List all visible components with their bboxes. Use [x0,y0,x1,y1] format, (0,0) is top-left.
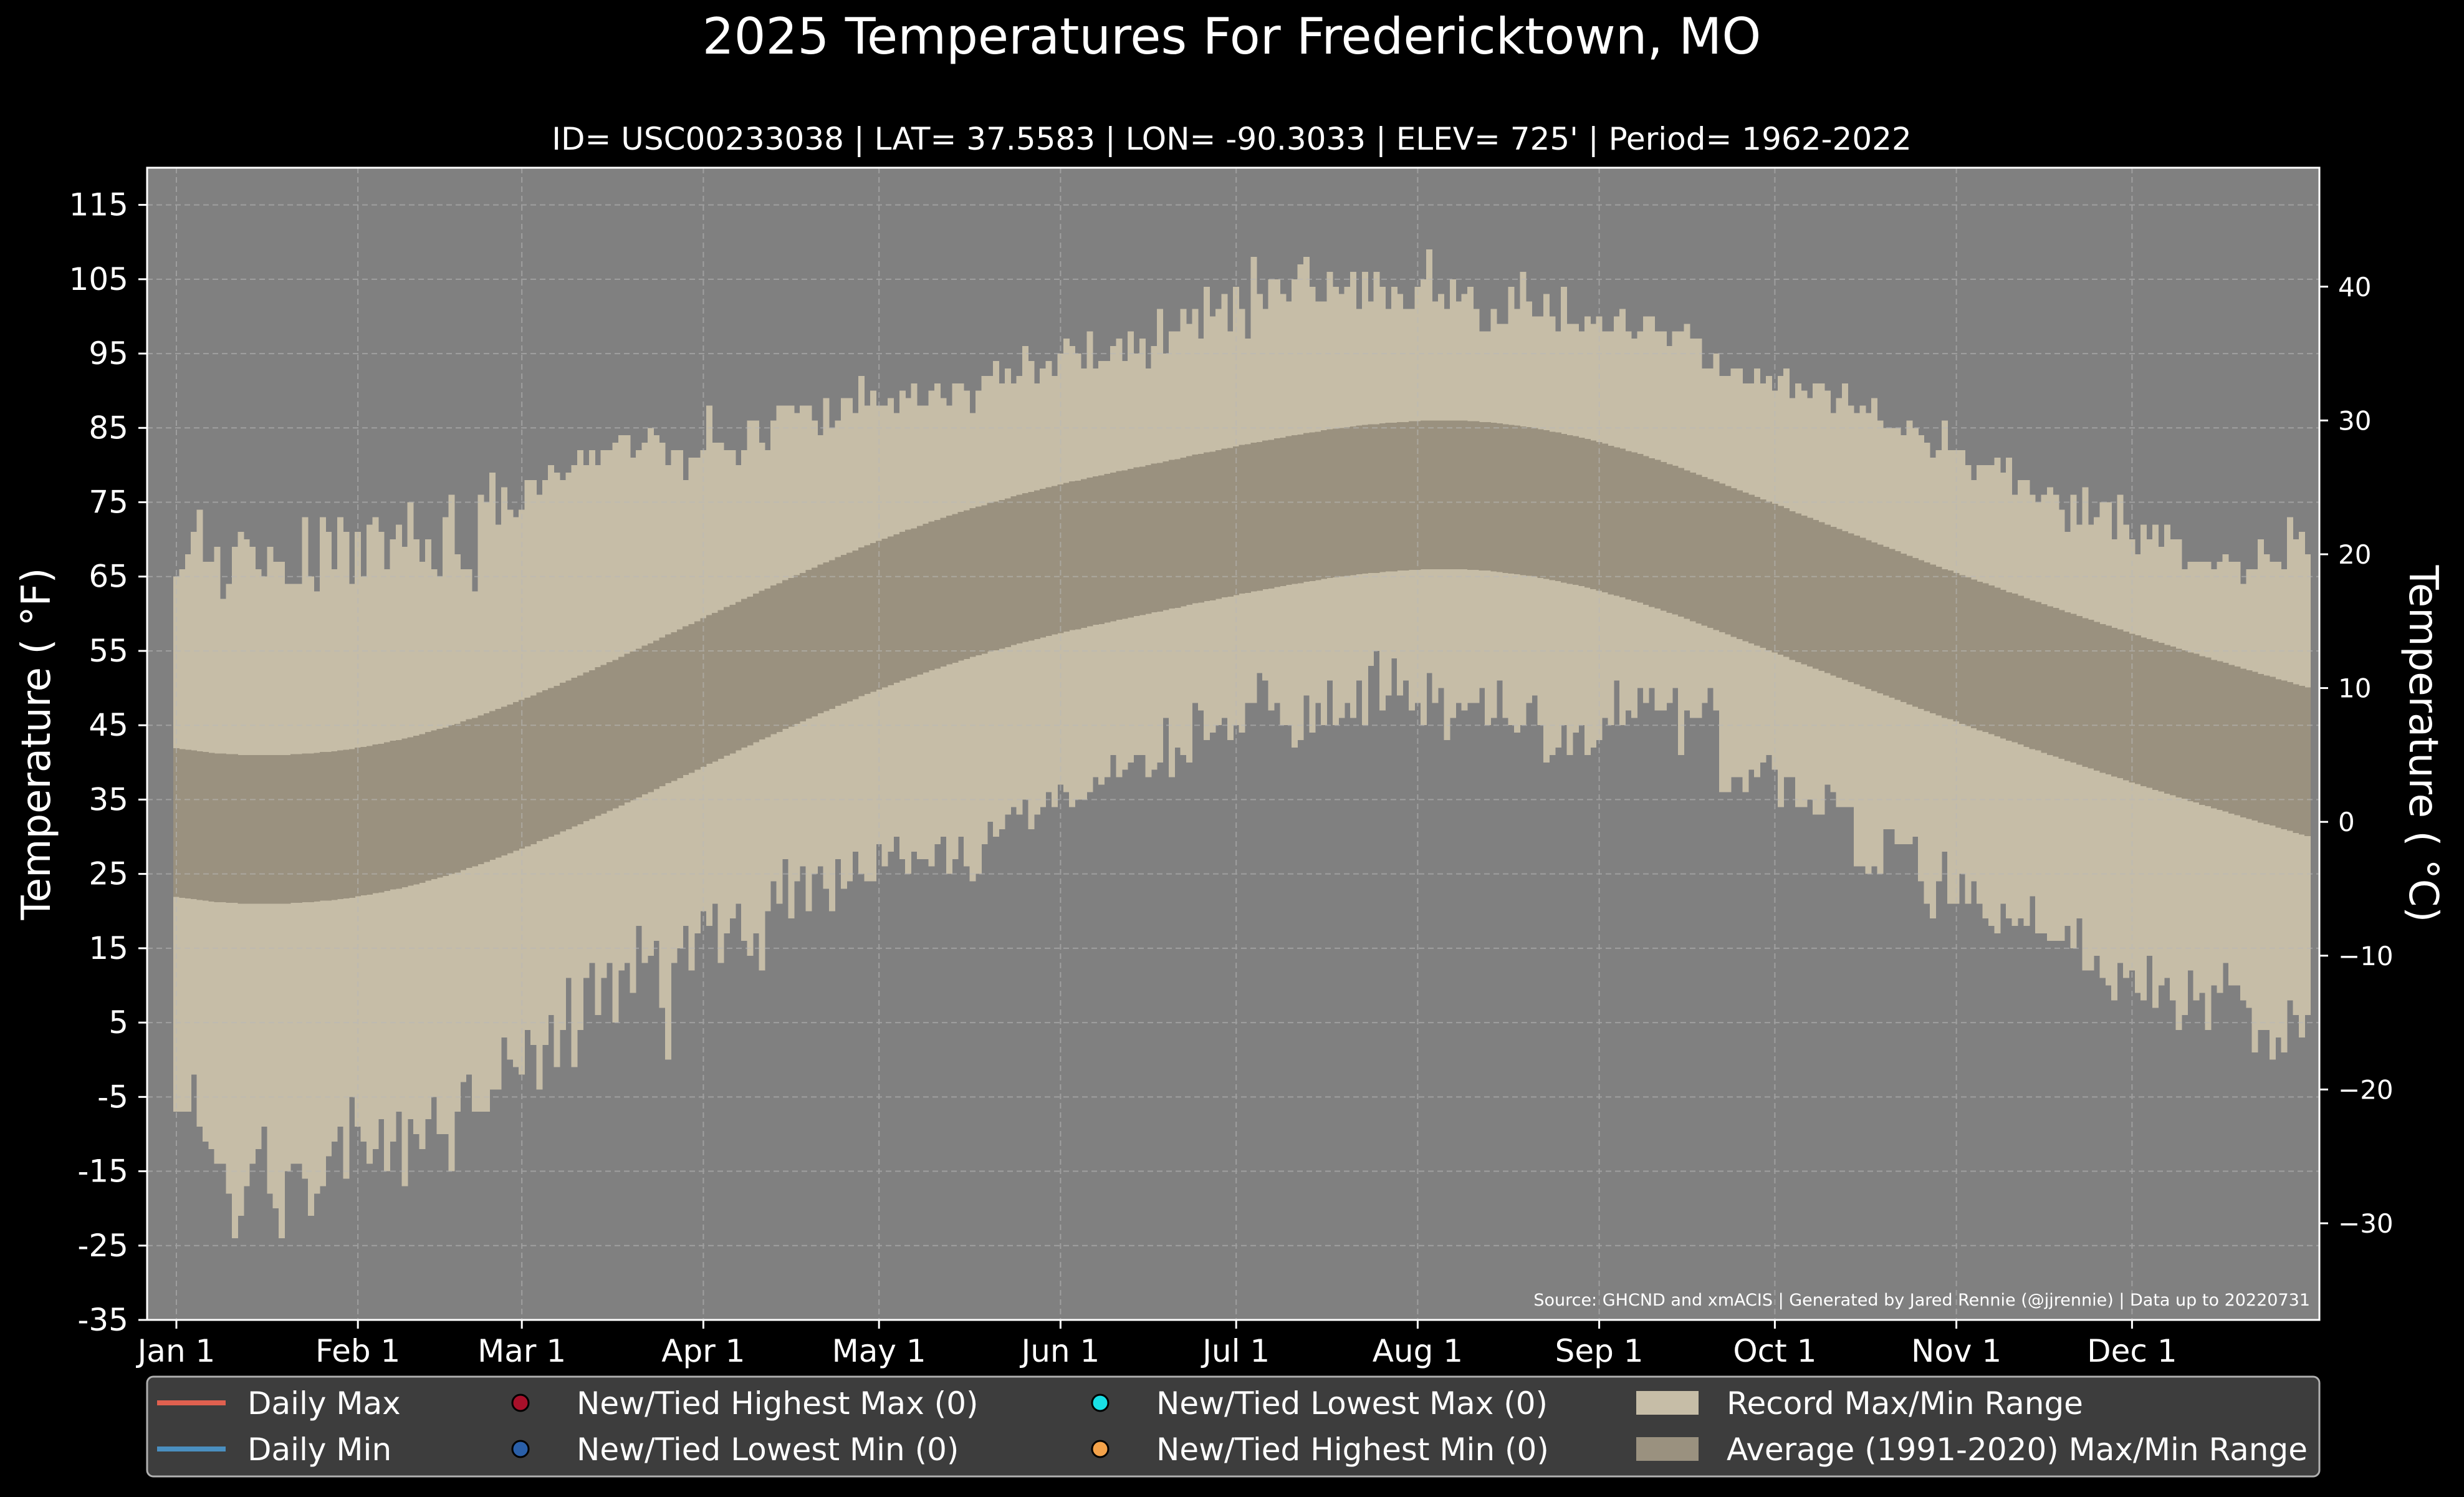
y-tick-label: 95 [89,335,128,372]
y-axis-right: 40 30 20 10 0 −10 −20 −30 [2319,272,2394,1239]
y2-tick-label: 20 [2338,539,2371,570]
y-tick-label: -15 [77,1153,128,1190]
plot-area: Source: GHCND and xmACIS | Generated by … [146,166,2321,1321]
legend-item-new-tied-highest-min: New/Tied Highest Min (0) [1091,1432,1549,1468]
legend-item-new-tied-lowest-max: New/Tied Lowest Max (0) [1091,1385,1548,1422]
x-tick-label: Aug 1 [1373,1333,1463,1369]
y-tick-label: 105 [69,261,128,297]
legend-symbol [1636,1437,1699,1461]
x-tick-label: Jun 1 [1019,1333,1100,1369]
x-tick-label: Dec 1 [2087,1333,2177,1369]
y-tick-label: 55 [89,633,128,669]
y-tick-label: 5 [108,1004,128,1041]
legend-item-new-tied-lowest-min: New/Tied Lowest Min (0) [511,1432,959,1468]
y-axis-label: Temperature ( °F) [14,568,60,921]
legend-item-daily-min: Daily Min [157,1432,391,1468]
y-tick-label: 25 [89,856,128,892]
legend-item-record-range: Record Max/Min Range [1636,1385,2083,1422]
y2-axis-label: Temperature ( °C) [2400,565,2446,923]
legend-symbol [1091,1440,1110,1458]
y2-tick-label: −20 [2338,1074,2394,1105]
x-tick-label: May 1 [832,1333,926,1369]
legend-item-normal-range: Average (1991-2020) Max/Min Range [1636,1432,2308,1468]
y-tick-label: 45 [89,707,128,743]
x-tick-label: Apr 1 [661,1333,745,1369]
y2-tick-label: 0 [2338,807,2355,837]
normal-range-bars [173,420,2311,904]
x-tick-label: Mar 1 [477,1333,566,1369]
x-tick-label: Feb 1 [315,1333,400,1369]
x-tick-label: Jul 1 [1201,1333,1270,1369]
x-axis: Jan 1 Feb 1 Mar 1 Apr 1 May 1 Jun 1 Jul 1 Aug 1… [136,1320,2177,1369]
legend-label: Average (1991-2020) Max/Min Range [1727,1432,2308,1468]
y2-tick-label: −10 [2338,941,2394,971]
legend-label: New/Tied Highest Min (0) [1156,1432,1549,1468]
x-tick-label: Jan 1 [136,1333,216,1369]
legend-label: Record Max/Min Range [1727,1385,2083,1422]
y-tick-label: 35 [89,781,128,817]
legend-label: New/Tied Highest Max (0) [577,1385,979,1422]
legend-label: New/Tied Lowest Min (0) [577,1432,959,1468]
y-tick-label: -25 [77,1228,128,1264]
legend-label: New/Tied Lowest Max (0) [1156,1385,1548,1422]
y-tick-label: 75 [89,484,128,521]
legend-symbol [511,1440,530,1458]
y-tick-label: 115 [69,187,128,223]
legend-label: Daily Min [247,1432,391,1468]
y-tick-label: -35 [77,1302,128,1338]
y2-tick-label: 10 [2338,673,2371,704]
legend-item-daily-max: Daily Max [157,1385,401,1422]
y-tick-label: -5 [97,1079,128,1115]
y2-tick-label: 30 [2338,405,2371,436]
y-axis-left: 115 105 95 85 75 65 55 45 35 25 15 5 -5 -15 -25 -35 [69,187,147,1338]
legend-symbol [511,1394,530,1412]
y-tick-label: 85 [89,410,128,446]
y-tick-label: 15 [89,930,128,966]
legend-box [146,1375,2321,1478]
legend-symbol [1636,1391,1699,1415]
y2-tick-label: −30 [2338,1208,2394,1239]
plot-frame [146,166,2321,1321]
grid-lines [147,168,2319,1321]
chart-subtitle: ID= USC00233038 | LAT= 37.5583 | LON= -9… [552,121,1912,157]
legend-label: Daily Max [247,1385,401,1422]
x-tick-label: Oct 1 [1733,1333,1816,1369]
y2-tick-label: 40 [2338,272,2371,302]
record-range-bars [173,249,2311,1238]
x-tick-label: Sep 1 [1555,1333,1644,1369]
x-tick-label: Nov 1 [1911,1333,2001,1369]
legend: Daily Max Daily Min New/Tied Highest Max (… [146,1375,2321,1478]
source-note: Source: GHCND and xmACIS | Generated by … [1533,1291,2310,1310]
legend-symbol [1091,1394,1110,1412]
legend-item-new-tied-highest-max: New/Tied Highest Max (0) [511,1385,979,1422]
chart-title: 2025 Temperatures For Fredericktown, MO [702,7,1762,65]
y-tick-label: 65 [89,559,128,595]
